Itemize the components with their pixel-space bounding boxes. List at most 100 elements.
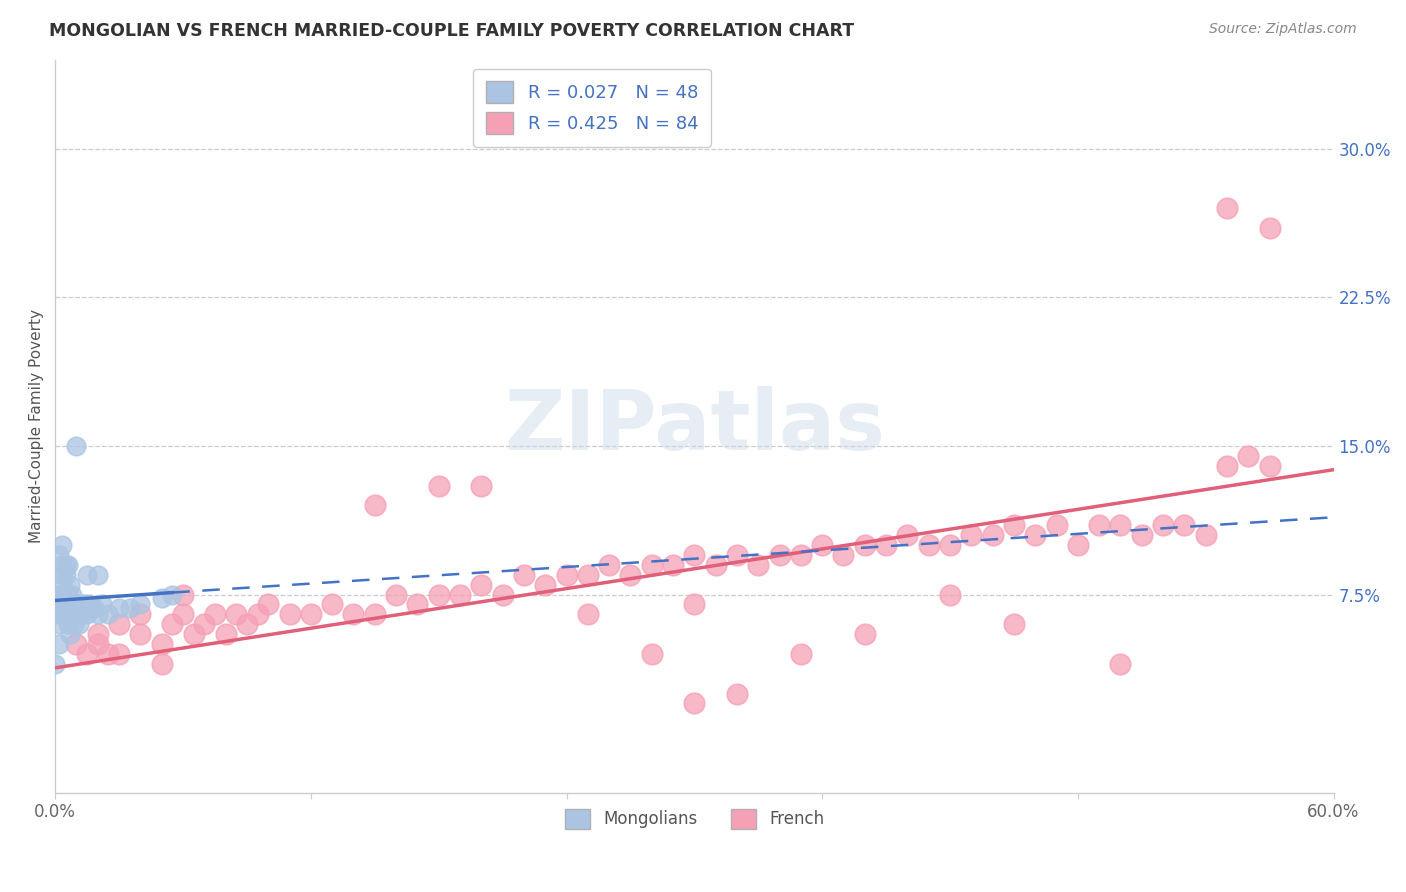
Point <box>246 607 269 622</box>
Point <box>76 567 98 582</box>
Point <box>299 607 322 622</box>
Point <box>46 588 69 602</box>
Point <box>1130 528 1153 542</box>
Point <box>59 577 82 591</box>
Point <box>1067 538 1090 552</box>
Point <box>1002 518 1025 533</box>
Point <box>598 558 620 572</box>
Point <box>73 598 96 612</box>
Point <box>576 567 599 582</box>
Point <box>150 637 173 651</box>
Point <box>385 588 408 602</box>
Point <box>65 439 87 453</box>
Point <box>87 567 110 582</box>
Point <box>129 607 152 622</box>
Point <box>129 598 152 612</box>
Point <box>683 548 706 562</box>
Point <box>46 598 69 612</box>
Point <box>52 598 75 612</box>
Point <box>97 607 120 622</box>
Point <box>69 598 91 612</box>
Point <box>48 637 70 651</box>
Point <box>60 588 83 602</box>
Point <box>1216 458 1239 473</box>
Point <box>63 617 86 632</box>
Point <box>87 607 110 622</box>
Point <box>55 567 77 582</box>
Point <box>51 538 73 552</box>
Point <box>77 598 100 612</box>
Point <box>67 617 90 632</box>
Point <box>214 627 236 641</box>
Point <box>44 607 66 622</box>
Point <box>56 558 79 572</box>
Point <box>364 499 387 513</box>
Point <box>55 558 77 572</box>
Point <box>427 478 450 492</box>
Point <box>72 607 94 622</box>
Point <box>278 607 301 622</box>
Point <box>65 637 87 651</box>
Point <box>56 617 79 632</box>
Point <box>939 588 962 602</box>
Point <box>118 601 141 615</box>
Point <box>91 598 114 612</box>
Point <box>939 538 962 552</box>
Point <box>641 558 664 572</box>
Point <box>1173 518 1195 533</box>
Point <box>555 567 578 582</box>
Point <box>83 601 105 615</box>
Point <box>236 617 259 632</box>
Point <box>76 607 98 622</box>
Point <box>960 528 983 542</box>
Point <box>67 607 90 622</box>
Point <box>790 647 813 661</box>
Point <box>811 538 834 552</box>
Point <box>55 607 77 622</box>
Point <box>704 558 727 572</box>
Point <box>150 591 173 606</box>
Point <box>641 647 664 661</box>
Point <box>853 538 876 552</box>
Point <box>56 588 79 602</box>
Point <box>108 647 131 661</box>
Y-axis label: Married-Couple Family Poverty: Married-Couple Family Poverty <box>30 310 44 543</box>
Point <box>491 588 513 602</box>
Point <box>65 607 87 622</box>
Point <box>683 697 706 711</box>
Point <box>108 601 131 615</box>
Point <box>48 548 70 562</box>
Point <box>183 627 205 641</box>
Point <box>790 548 813 562</box>
Point <box>683 598 706 612</box>
Point <box>449 588 471 602</box>
Point <box>427 588 450 602</box>
Legend: Mongolians, French: Mongolians, French <box>558 802 831 836</box>
Point <box>162 617 184 632</box>
Point <box>63 598 86 612</box>
Point <box>747 558 769 572</box>
Point <box>1045 518 1067 533</box>
Point <box>172 607 194 622</box>
Point <box>364 607 387 622</box>
Point <box>1258 221 1281 235</box>
Point <box>172 588 194 602</box>
Point <box>1195 528 1218 542</box>
Point <box>108 617 131 632</box>
Point <box>1237 449 1260 463</box>
Point <box>725 548 748 562</box>
Point <box>97 647 120 661</box>
Point <box>193 617 215 632</box>
Point <box>48 617 70 632</box>
Point <box>853 627 876 641</box>
Point <box>52 607 75 622</box>
Point <box>470 478 492 492</box>
Point <box>321 598 343 612</box>
Point <box>1002 617 1025 632</box>
Point <box>725 687 748 701</box>
Point <box>768 548 790 562</box>
Point <box>576 607 599 622</box>
Point <box>225 607 247 622</box>
Point <box>896 528 918 542</box>
Point <box>60 607 83 622</box>
